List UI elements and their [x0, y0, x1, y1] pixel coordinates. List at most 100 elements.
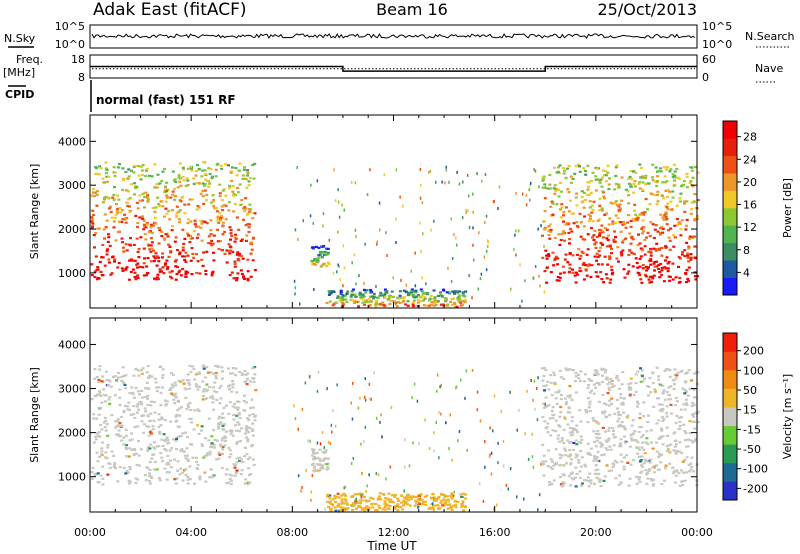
echo-cell [399, 501, 403, 504]
echo-cell [123, 383, 127, 386]
cpid-text: normal (fast) 151 RF [96, 93, 236, 107]
echo-cell [364, 291, 368, 294]
echo-cell [193, 223, 197, 226]
echo-cell [694, 438, 698, 441]
echo-cell [234, 166, 238, 170]
echo-cell [139, 165, 143, 169]
colorbar-segment [723, 242, 737, 261]
echo-cell [466, 448, 468, 452]
echo-cell [155, 445, 159, 448]
echo-cell [587, 193, 591, 197]
echo-cell [617, 183, 621, 186]
echo-cell [148, 468, 152, 471]
echo-cell [153, 460, 157, 464]
echo-cell [691, 420, 695, 423]
echo-cell [147, 434, 151, 437]
echo-cell [558, 415, 562, 418]
echo-cell [339, 298, 343, 301]
echo-cell [203, 169, 207, 172]
echo-cell [411, 396, 413, 400]
echo-cell [249, 380, 252, 383]
echo-cell [229, 249, 233, 252]
echo-cell [189, 234, 193, 238]
echo-cell [673, 170, 677, 173]
echo-cell [628, 175, 632, 178]
echo-cell [442, 498, 446, 501]
echo-cell [614, 200, 618, 203]
echo-cell [120, 209, 124, 212]
echo-cell [502, 440, 505, 443]
echo-cell [407, 499, 411, 502]
echo-cell [550, 393, 554, 397]
echo-cell [606, 392, 610, 395]
echo-cell [652, 274, 656, 277]
echo-cell [310, 454, 314, 457]
echo-cell [246, 372, 250, 375]
echo-cell [107, 398, 111, 401]
echo-cell [451, 290, 455, 293]
echo-cell [351, 502, 355, 505]
echo-cell [350, 180, 353, 184]
echo-cell [326, 466, 330, 469]
echo-cell [227, 201, 231, 204]
echo-cell [240, 272, 244, 276]
y-tick-label: 2000 [58, 427, 86, 440]
echo-cell [183, 454, 187, 457]
echo-cell [595, 421, 599, 424]
echo-cell [634, 213, 638, 216]
echo-cell [108, 261, 111, 264]
echo-cell [538, 274, 540, 278]
echo-cell [153, 186, 157, 189]
echo-cell [165, 478, 169, 481]
echo-cell [145, 167, 149, 171]
echo-cell [674, 422, 678, 425]
echo-cell [655, 260, 659, 263]
echo-cell [200, 258, 204, 261]
echo-cell [557, 279, 561, 282]
echo-cell [104, 167, 108, 170]
echo-cell [212, 259, 216, 262]
echo-cell [530, 379, 532, 382]
echo-cell [553, 184, 557, 187]
echo-cell [158, 182, 162, 185]
echo-cell [658, 233, 662, 236]
echo-cell [336, 492, 340, 495]
echo-cell [213, 381, 217, 384]
echo-cell [141, 367, 145, 370]
echo-cell [681, 250, 684, 254]
echo-cell [246, 377, 250, 380]
echo-cell [121, 241, 124, 244]
echo-cell [608, 257, 612, 261]
echo-cell [549, 466, 553, 469]
echo-cell [578, 476, 582, 479]
echo-cell [623, 441, 627, 444]
echo-cell [571, 254, 575, 257]
echo-cell [579, 435, 583, 438]
echo-cell [360, 499, 364, 502]
echo-cell [660, 266, 664, 269]
echo-cell [404, 303, 408, 306]
echo-cell [101, 274, 105, 277]
echo-cell [640, 227, 644, 230]
echo-cell [586, 248, 590, 251]
echo-cell [616, 203, 619, 207]
colorbar-frame [722, 332, 738, 501]
echo-cell [595, 439, 599, 442]
echo-cell [186, 221, 190, 225]
echo-cell [490, 451, 493, 455]
freq-tick-top: 18 [71, 53, 85, 66]
echo-cell [151, 224, 155, 227]
echo-cell [660, 410, 664, 413]
echo-cell [301, 486, 303, 489]
echo-cell [586, 264, 590, 267]
echo-cell [178, 407, 182, 410]
echo-cell [177, 271, 181, 274]
echo-cell [355, 282, 357, 286]
echo-cell [583, 463, 587, 466]
echo-cell [385, 504, 389, 507]
echo-cell [575, 424, 579, 427]
echo-cell [632, 209, 636, 212]
echo-cell [652, 483, 656, 486]
echo-cell [92, 213, 96, 217]
echo-cell [154, 222, 158, 225]
